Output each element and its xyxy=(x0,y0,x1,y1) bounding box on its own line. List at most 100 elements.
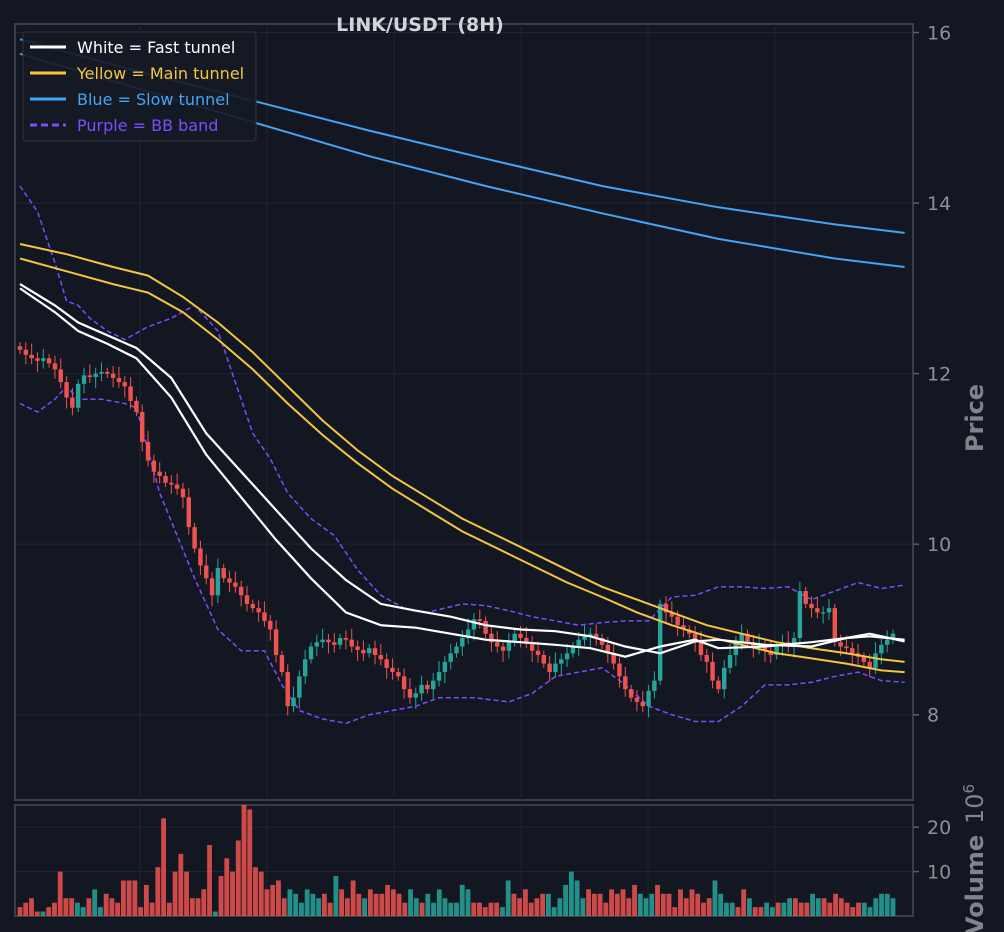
volume-bar xyxy=(86,898,92,916)
candle-body xyxy=(611,653,616,664)
candles xyxy=(17,342,896,718)
volume-bar xyxy=(46,907,52,916)
candle-body xyxy=(87,375,93,378)
volume-bar xyxy=(873,898,879,916)
candle-body xyxy=(820,612,826,614)
volume-bar xyxy=(189,898,195,916)
candle-body xyxy=(465,629,471,638)
volume-bar xyxy=(637,893,643,916)
candle-body xyxy=(163,475,168,483)
candle-body xyxy=(256,608,261,613)
volume-bar xyxy=(879,893,884,916)
volume-bar xyxy=(17,907,23,916)
candle-body xyxy=(215,568,221,596)
volume-bar xyxy=(230,871,235,916)
candle-body xyxy=(524,637,529,643)
candle-body xyxy=(553,663,558,673)
volume-bar xyxy=(235,840,241,916)
candle-body xyxy=(751,642,756,649)
candle-body xyxy=(58,369,63,383)
candle-body xyxy=(35,358,40,361)
volume-bar xyxy=(69,898,75,916)
volume-bar xyxy=(379,893,385,916)
volume-bar xyxy=(471,902,477,916)
candle-body xyxy=(70,397,75,408)
volume-bar xyxy=(431,902,436,916)
candle-body xyxy=(809,603,814,609)
volume-bar xyxy=(833,893,838,916)
candle-body xyxy=(332,642,337,645)
candle-body xyxy=(838,642,843,647)
volume-tick-label: 10 xyxy=(927,862,951,884)
volume-bar xyxy=(396,893,402,916)
candle-body xyxy=(797,591,803,638)
candle-body xyxy=(204,565,209,579)
volume-bar xyxy=(23,902,29,916)
volume-bar xyxy=(747,898,752,916)
candle-body xyxy=(238,586,244,596)
volume-bar xyxy=(551,907,557,916)
candle-body xyxy=(378,655,384,660)
volume-bar xyxy=(310,893,316,916)
volume-bar xyxy=(132,880,138,916)
volume-bar xyxy=(195,898,201,916)
volume-bar xyxy=(184,871,189,916)
candle-body xyxy=(23,349,29,355)
fast-tunnel-lower-line xyxy=(19,287,905,658)
price-tick-label: 14 xyxy=(927,193,951,215)
price-axis-ticks: 8 10 12 14 16 xyxy=(913,23,951,727)
legend-label-main: Yellow = Main tunnel xyxy=(76,64,244,83)
candle-body xyxy=(454,646,459,654)
candle-body xyxy=(46,358,52,364)
candle-body xyxy=(221,568,226,579)
volume-bar xyxy=(758,907,764,916)
volume-bar xyxy=(540,893,546,916)
candle-body xyxy=(180,488,186,498)
volume-bar xyxy=(390,889,396,916)
candle-body xyxy=(81,375,87,384)
candle-body xyxy=(844,646,849,649)
candle-body xyxy=(745,633,750,643)
candle-body xyxy=(326,639,331,643)
candle-body xyxy=(628,689,634,698)
volume-bar xyxy=(477,902,482,916)
volume-bar xyxy=(810,893,816,916)
volume-bar xyxy=(143,884,149,916)
candle-body xyxy=(727,655,733,668)
candle-body xyxy=(675,616,680,626)
volume-bar xyxy=(425,893,431,916)
price-tick-label: 10 xyxy=(927,534,951,556)
price-panel: 8 10 12 14 16 xyxy=(14,23,951,801)
volume-bar xyxy=(442,898,448,916)
volume-bar xyxy=(672,907,678,916)
candle-body xyxy=(157,471,162,476)
candle-body xyxy=(320,639,325,643)
volume-bar xyxy=(798,902,804,916)
volume-panel: 10 20 xyxy=(14,804,951,917)
volume-bar xyxy=(494,902,500,916)
volume-bar xyxy=(264,889,270,916)
candle-body xyxy=(343,637,349,640)
chart-title: LINK/USDT (8H) xyxy=(336,14,504,36)
volume-bar xyxy=(241,805,247,916)
volume-bar xyxy=(29,898,34,916)
volume-bar xyxy=(362,898,368,916)
candle-body xyxy=(436,672,442,681)
candle-body xyxy=(634,697,640,702)
volume-bar xyxy=(333,876,339,916)
volume-bar xyxy=(815,898,821,916)
volume-bar xyxy=(344,898,350,916)
volume-bar xyxy=(735,907,741,916)
volume-bar xyxy=(299,902,304,916)
volume-bar xyxy=(212,911,218,916)
volume-bar xyxy=(316,898,322,916)
candle-body xyxy=(262,612,267,621)
volume-bar xyxy=(884,893,890,916)
legend-label-bb: Purple = BB band xyxy=(77,116,218,135)
candle-body xyxy=(559,659,564,664)
volume-bar xyxy=(350,880,356,916)
volume-bar xyxy=(861,902,867,916)
candle-body xyxy=(244,595,250,604)
candle-body xyxy=(605,644,611,654)
volume-bar xyxy=(166,902,172,916)
